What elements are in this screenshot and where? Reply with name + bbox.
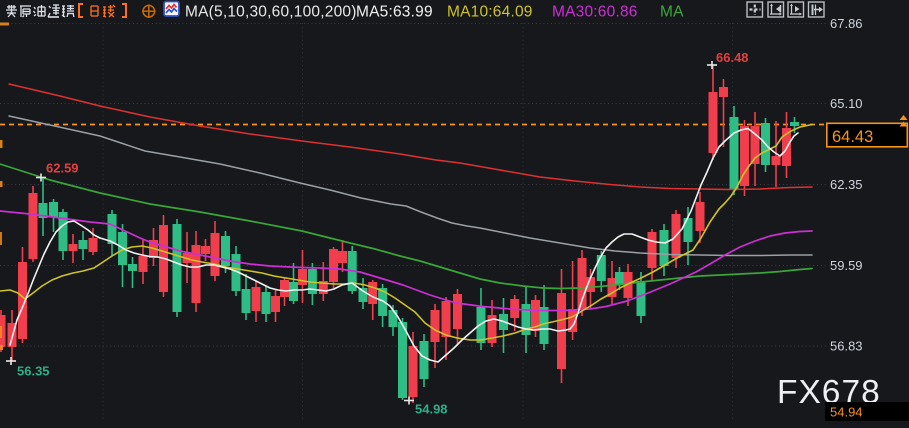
svg-text:MA5:63.99: MA5:63.99 — [356, 4, 433, 21]
svg-text:62.59: 62.59 — [46, 161, 79, 176]
svg-text:62.35: 62.35 — [830, 177, 863, 192]
svg-text:56.35: 56.35 — [17, 364, 50, 379]
svg-text:54.98: 54.98 — [415, 402, 448, 417]
svg-text:67.86: 67.86 — [830, 16, 863, 31]
svg-text:54.94: 54.94 — [830, 405, 863, 420]
svg-text:64.43: 64.43 — [832, 128, 873, 146]
svg-text:66.48: 66.48 — [716, 50, 749, 65]
svg-text:59.59: 59.59 — [830, 258, 863, 273]
svg-text:MA: MA — [660, 4, 684, 21]
svg-text:MA10:64.09: MA10:64.09 — [447, 4, 533, 21]
svg-text:MA(5,10,30,60,100,200): MA(5,10,30,60,100,200) — [185, 4, 357, 21]
svg-text:MA30:60.86: MA30:60.86 — [552, 4, 638, 21]
svg-text:65.10: 65.10 — [830, 96, 863, 111]
svg-text:56.83: 56.83 — [830, 339, 863, 354]
